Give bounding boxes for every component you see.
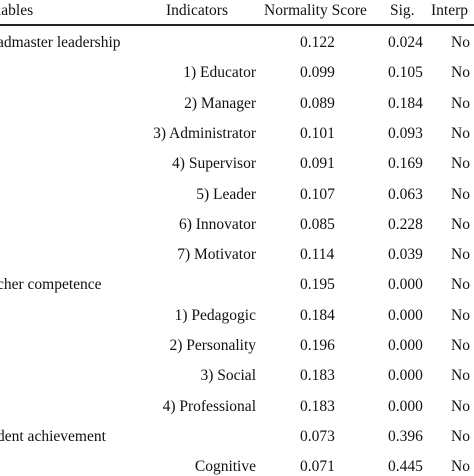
score-cell: 0.107 [300, 186, 335, 203]
sig-cell: 0.169 [388, 155, 423, 172]
indicator-cell: 6) Innovator [178, 216, 256, 233]
score-cell: 0.122 [300, 34, 335, 51]
sig-cell: 0.000 [388, 307, 423, 324]
interp-cell: No [451, 428, 470, 445]
score-cell: 0.089 [300, 95, 335, 112]
interp-cell: No [451, 34, 470, 51]
interp-cell: No [451, 155, 470, 172]
score-cell: 0.183 [300, 367, 335, 384]
sig-cell: 0.000 [388, 276, 423, 293]
interp-cell: No [451, 458, 470, 475]
header-sig: Sig. [390, 2, 415, 19]
sig-cell: 0.000 [388, 337, 423, 354]
indicator-cell: 5) Leader [196, 186, 256, 203]
sig-cell: 0.063 [388, 186, 423, 203]
header-variables: iables [0, 2, 34, 19]
score-cell: 0.196 [300, 337, 335, 354]
header-interpretation: Interp [431, 2, 469, 19]
sig-cell: 0.000 [388, 398, 423, 415]
interp-cell: No [451, 125, 470, 142]
indicator-cell: 1) Pedagogic [174, 307, 256, 324]
sig-cell: 0.396 [388, 428, 423, 445]
indicator-cell: Cognitive [194, 458, 256, 475]
interp-cell: No [451, 398, 470, 415]
indicator-cell: 2) Manager [184, 95, 256, 112]
sig-cell: 0.105 [388, 64, 423, 81]
variable-cell: admaster leadership [0, 34, 121, 51]
interp-cell: No [451, 367, 470, 384]
sig-cell: 0.039 [388, 246, 423, 263]
indicator-cell: 2) Personality [169, 337, 256, 354]
interp-cell: No [451, 216, 470, 233]
interp-cell: No [451, 246, 470, 263]
interp-cell: No [451, 276, 470, 293]
score-cell: 0.101 [300, 125, 335, 142]
score-cell: 0.183 [300, 398, 335, 415]
variable-cell: cher competence [0, 276, 102, 293]
score-cell: 0.071 [300, 458, 335, 475]
indicator-cell: 3) Social [200, 367, 256, 384]
indicator-cell: 3) Administrator [153, 125, 256, 142]
header-indicators: Indicators [166, 2, 228, 19]
sig-cell: 0.228 [388, 216, 423, 233]
indicator-cell: 1) Educator [183, 64, 256, 81]
indicator-cell: 4) Supervisor [172, 155, 256, 172]
score-cell: 0.099 [300, 64, 335, 81]
score-cell: 0.073 [300, 428, 335, 445]
interp-cell: No [451, 307, 470, 324]
interp-cell: No [451, 95, 470, 112]
sig-cell: 0.184 [388, 95, 423, 112]
score-cell: 0.085 [300, 216, 335, 233]
sig-cell: 0.000 [388, 367, 423, 384]
header-rule [0, 24, 474, 26]
score-cell: 0.184 [300, 307, 335, 324]
score-cell: 0.091 [300, 155, 335, 172]
sig-cell: 0.445 [388, 458, 423, 475]
indicator-cell: 7) Motivator [177, 246, 256, 263]
score-cell: 0.195 [300, 276, 335, 293]
interp-cell: No [451, 337, 470, 354]
variable-cell: dent achievement [0, 428, 106, 445]
sig-cell: 0.024 [388, 34, 423, 51]
score-cell: 0.114 [300, 246, 335, 263]
indicator-cell: 4) Professional [162, 398, 256, 415]
interp-cell: No [451, 186, 470, 203]
header-normality-score: Normality Score [264, 2, 367, 19]
interp-cell: No [451, 64, 470, 81]
sig-cell: 0.093 [388, 125, 423, 142]
